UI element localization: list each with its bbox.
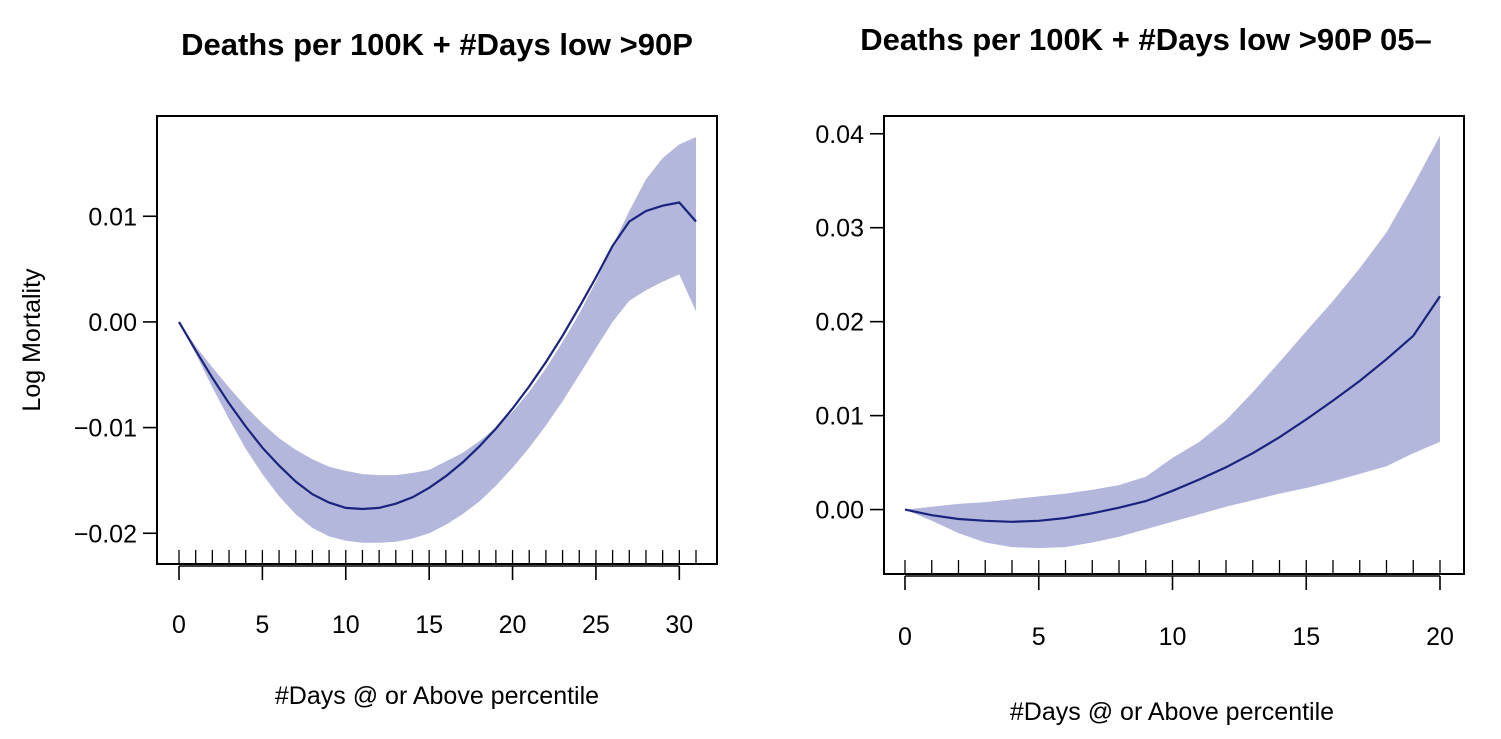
x-axis-label: #Days @ or Above percentile xyxy=(275,682,599,710)
x-axis-label: #Days @ or Above percentile xyxy=(1010,698,1334,726)
x-tick-label: 20 xyxy=(1426,623,1454,651)
chart-title: Deaths per 100K + #Days low >90P xyxy=(181,27,693,62)
x-tick-label: 20 xyxy=(499,611,527,639)
fitted-line xyxy=(904,295,1441,523)
x-tick-label: 0 xyxy=(172,611,186,639)
x-tick-label: 5 xyxy=(1032,623,1046,651)
x-tick-label: 30 xyxy=(665,611,693,639)
y-tick-label: 0.01 xyxy=(88,203,137,231)
y-tick-label: 0.02 xyxy=(815,309,864,337)
plot-frame xyxy=(156,115,718,565)
x-tick-label: 0 xyxy=(898,623,912,651)
x-tick-label: 10 xyxy=(332,611,360,639)
x-tick-label: 5 xyxy=(255,611,269,639)
panel-left: Deaths per 100K + #Days low >90P 0 5 10 15 20… xyxy=(18,27,718,710)
fitted-line xyxy=(178,201,697,511)
y-tick-label: 0.03 xyxy=(815,215,864,243)
x-tick-label: 15 xyxy=(415,611,443,639)
y-tick-label: 0.01 xyxy=(815,403,864,431)
y-tick-label: 0.04 xyxy=(815,121,864,149)
panel-right: Deaths per 100K + #Days low >90P 05– 0 5 10… xyxy=(815,22,1465,726)
plot-frame xyxy=(883,115,1465,575)
x-tick-label: 10 xyxy=(1159,623,1187,651)
confidence-band xyxy=(179,137,696,543)
x-tick-label: 15 xyxy=(1292,623,1320,651)
y-tick-label: 0.00 xyxy=(815,497,864,525)
y-tick-label: −0.01 xyxy=(74,415,137,443)
y-tick-label: 0.00 xyxy=(88,309,137,337)
x-tick-label: 25 xyxy=(582,611,610,639)
confidence-band xyxy=(905,135,1440,549)
y-tick-label: −0.02 xyxy=(74,520,137,548)
chart-title: Deaths per 100K + #Days low >90P 05– xyxy=(860,22,1432,57)
y-axis-label: Log Mortality xyxy=(18,268,46,412)
